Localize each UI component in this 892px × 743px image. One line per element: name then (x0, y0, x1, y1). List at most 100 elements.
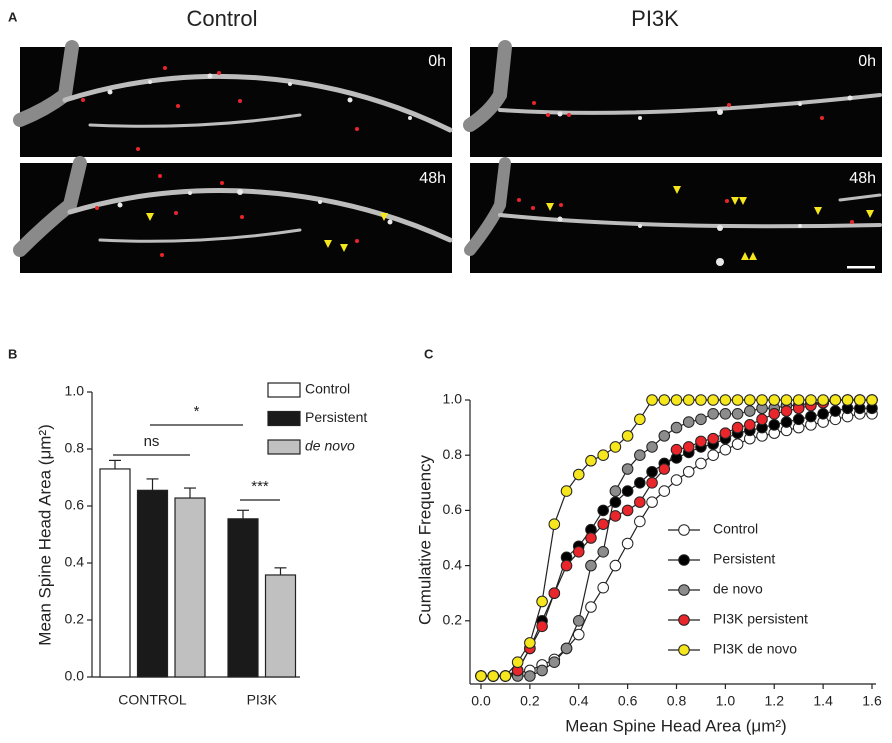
data-point (597, 504, 609, 517)
y-axis-title: Cumulative Frequency (415, 454, 434, 625)
data-point (756, 413, 768, 426)
scale-bar (847, 266, 875, 269)
bar (99, 468, 131, 678)
y-tick-label: 0.8 (65, 440, 85, 456)
data-point (744, 419, 756, 431)
data-point (536, 595, 548, 608)
data-point (646, 394, 658, 406)
data-point (621, 485, 634, 497)
panel-label: B (8, 346, 17, 361)
legend-label: Control (305, 381, 350, 397)
data-point (817, 408, 829, 420)
legend-marker (678, 554, 690, 566)
data-point (609, 485, 622, 497)
data-point (780, 416, 793, 428)
x-tick-label: 0.8 (667, 693, 687, 709)
data-point (560, 642, 573, 655)
timepoint-label: 48h (849, 170, 876, 187)
legend-swatch (267, 382, 301, 398)
data-point (646, 496, 658, 508)
y-axis-title: Mean Spine Head Area (μm²) (35, 424, 54, 645)
x-tick-label: CONTROL (118, 692, 187, 708)
micrographs (13, 40, 882, 273)
series-line (481, 399, 872, 677)
data-point (841, 394, 854, 406)
panel-label: C (424, 346, 434, 361)
spines (107, 73, 853, 266)
dendrites (13, 40, 882, 257)
data-point (731, 438, 744, 450)
x-tick-label: 0.2 (520, 693, 540, 709)
micrograph (20, 163, 452, 273)
y-tick-label: 1.0 (443, 391, 463, 407)
data-point (817, 394, 829, 406)
data-point (780, 405, 793, 417)
bar (227, 518, 259, 678)
data-point (658, 485, 671, 497)
data-point (572, 628, 585, 641)
data-point (695, 394, 707, 406)
data-point (658, 430, 671, 442)
data-point (634, 496, 646, 508)
x-tick-label: 1.0 (716, 693, 736, 709)
data-point (572, 615, 585, 627)
data-point (682, 394, 695, 406)
legend-label: Persistent (305, 409, 367, 425)
data-point (866, 394, 878, 406)
data-point (805, 410, 817, 423)
significance-label: * (194, 403, 200, 420)
data-point (548, 587, 561, 600)
series-line (481, 399, 872, 677)
data-point (609, 441, 622, 453)
x-axis-title: Mean Spine Head Area (μm²) (565, 716, 786, 735)
x-tick-label: 1.6 (862, 693, 882, 709)
data-point (682, 465, 695, 478)
data-point (621, 430, 634, 442)
y-tick-label: 0.8 (443, 446, 463, 462)
data-point (585, 454, 597, 467)
data-point (719, 408, 732, 420)
data-point (548, 656, 561, 669)
data-point (707, 408, 719, 420)
x-tick-label: 0.0 (471, 693, 491, 709)
data-point (768, 419, 781, 431)
data-point (853, 394, 866, 406)
data-point (560, 559, 573, 572)
data-point (792, 413, 805, 426)
data-point (768, 408, 781, 420)
data-point (658, 463, 671, 475)
y-tick-label: 0.6 (443, 501, 463, 517)
data-point (634, 413, 646, 426)
data-point (744, 405, 756, 417)
data-point (744, 394, 756, 406)
legend-label: de novo (305, 438, 355, 454)
y-tick-label: 0.4 (443, 556, 463, 572)
legend-label: Control (713, 521, 758, 537)
y-tick-label: 0.4 (65, 554, 85, 570)
bar (174, 497, 206, 678)
data-point (548, 518, 561, 531)
data-point (499, 670, 512, 682)
data-point (670, 474, 683, 486)
condition-title: Control (187, 6, 258, 31)
significance-label: *** (251, 478, 269, 495)
data-point (572, 468, 585, 481)
data-point (536, 620, 548, 633)
x-tick-label: PI3K (247, 692, 278, 708)
series-line (481, 399, 872, 677)
legend-label: de novo (713, 581, 763, 597)
data-point (707, 432, 719, 445)
data-point (609, 496, 622, 508)
data-point (731, 421, 744, 434)
data-point (805, 394, 817, 406)
data-point (682, 441, 695, 453)
data-point (695, 457, 707, 470)
data-point (670, 443, 683, 456)
data-point (780, 394, 793, 406)
data-point (768, 394, 781, 406)
data-point (731, 394, 744, 406)
data-point (658, 394, 671, 406)
data-point (524, 637, 536, 649)
timepoint-label: 48h (419, 170, 446, 187)
